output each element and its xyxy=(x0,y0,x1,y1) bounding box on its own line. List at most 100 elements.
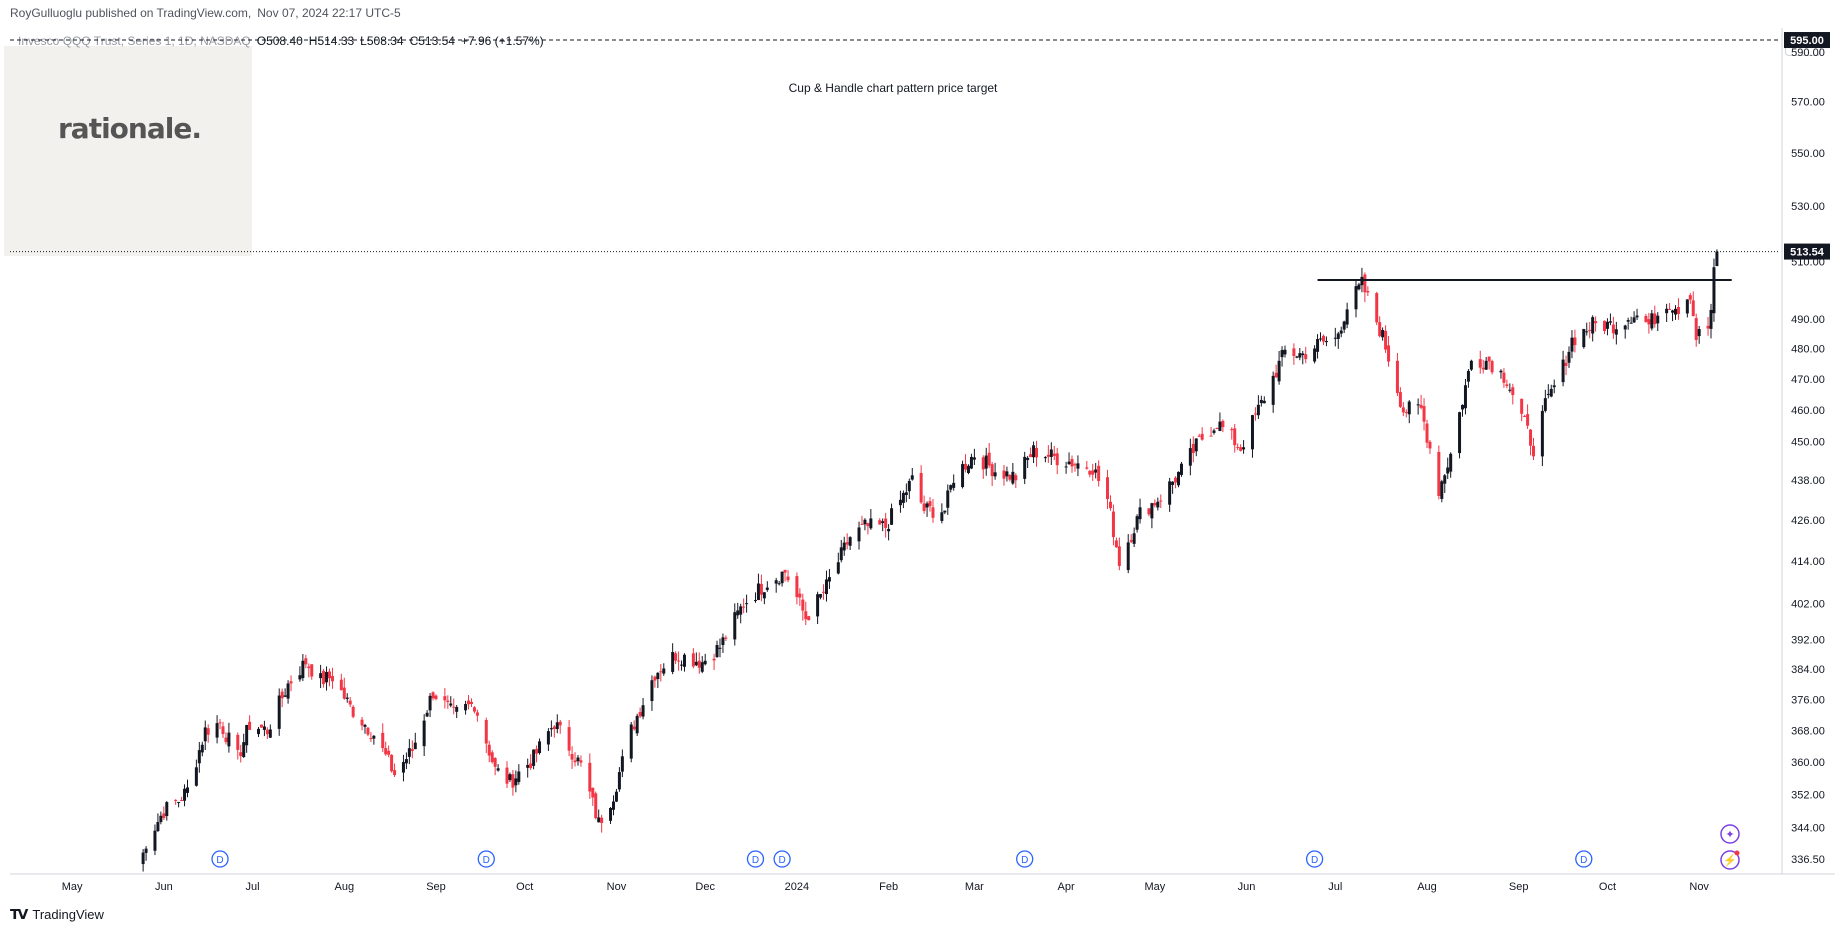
candle xyxy=(848,536,852,550)
candle xyxy=(677,651,681,671)
candle xyxy=(1259,395,1263,407)
candle xyxy=(1511,383,1515,405)
candle xyxy=(759,574,763,602)
price-tick-label: 402.00 xyxy=(1791,598,1825,610)
candle xyxy=(289,675,293,692)
candle xyxy=(1236,443,1240,451)
side-widgets[interactable]: ✦ ⚡ xyxy=(1720,824,1740,870)
candle xyxy=(632,720,636,731)
candle xyxy=(1191,436,1195,463)
candle xyxy=(1508,383,1512,393)
candle xyxy=(381,723,385,753)
price-chart[interactable]: 595.00 513.54 590.00 570.00 550.00 530.00 510… xyxy=(0,0,1835,900)
candle xyxy=(1416,398,1420,415)
time-tick-label: Aug xyxy=(1417,881,1437,893)
alerts-icon[interactable] xyxy=(1720,850,1740,870)
dividend-marker[interactable]: D xyxy=(1016,850,1034,868)
candle xyxy=(304,654,308,669)
candle xyxy=(1614,321,1618,345)
candle xyxy=(493,757,497,776)
candle xyxy=(972,448,976,465)
dividend-marker[interactable]: D xyxy=(1575,850,1593,868)
candle xyxy=(369,732,373,743)
candle xyxy=(1212,428,1216,435)
candle xyxy=(535,745,539,763)
dividend-marker[interactable]: D xyxy=(477,850,495,868)
candle xyxy=(609,807,613,825)
candle xyxy=(345,693,349,703)
open-value: O508.40 xyxy=(256,34,303,48)
candle xyxy=(993,462,997,480)
candle xyxy=(1029,447,1033,458)
candle xyxy=(526,758,530,778)
dividend-marker[interactable]: D xyxy=(746,850,765,868)
candle xyxy=(1366,286,1370,297)
candle xyxy=(801,593,805,621)
candle xyxy=(1688,292,1692,304)
candle xyxy=(869,509,873,530)
candle xyxy=(1570,330,1574,359)
symbol-name[interactable]: Invesco QQQ Trust, Series 1, 1D, NASDAQ xyxy=(18,34,251,48)
candle xyxy=(798,588,802,606)
candle xyxy=(1478,350,1482,374)
candle xyxy=(1623,324,1627,339)
candle xyxy=(156,813,160,833)
close-value: C513.54 xyxy=(409,34,455,48)
ai-assistant-icon[interactable] xyxy=(1720,824,1740,844)
price-tick-label: 510.00 xyxy=(1791,257,1825,269)
price-tick-label: 368.00 xyxy=(1791,725,1825,737)
candle xyxy=(1174,476,1178,489)
candle xyxy=(656,672,660,688)
candle xyxy=(206,724,210,743)
candle xyxy=(1313,345,1317,364)
candle xyxy=(221,721,225,738)
dividend-marker[interactable]: D xyxy=(773,850,791,868)
price-tick-label: 590.00 xyxy=(1791,47,1825,59)
rationale-logo: rationale. xyxy=(58,112,202,145)
dividend-marker[interactable]: D xyxy=(1305,850,1324,868)
candle xyxy=(1715,249,1719,267)
candle xyxy=(1043,456,1047,463)
candle xyxy=(1301,350,1305,365)
candle xyxy=(555,714,559,734)
candle xyxy=(614,788,618,803)
candle xyxy=(1055,447,1059,475)
candle xyxy=(567,720,571,757)
candle xyxy=(546,728,550,751)
candle xyxy=(1443,474,1447,493)
candle xyxy=(372,735,376,745)
alerts-notification-dot xyxy=(1734,850,1740,856)
candle xyxy=(898,490,902,513)
candle xyxy=(1487,356,1491,370)
candle xyxy=(384,741,388,756)
candle xyxy=(742,598,746,614)
candle xyxy=(1339,326,1343,338)
time-tick-label: Sep xyxy=(426,881,446,893)
candle xyxy=(413,732,417,750)
candle xyxy=(183,784,187,807)
candle xyxy=(1233,423,1237,453)
candle xyxy=(1274,364,1278,379)
price-tick-label: 480.00 xyxy=(1791,344,1825,356)
candle xyxy=(694,652,698,667)
candle xyxy=(277,688,281,736)
candle xyxy=(1529,428,1533,456)
candle xyxy=(1552,379,1556,394)
candle xyxy=(1049,442,1053,465)
candle xyxy=(1469,359,1473,371)
price-axis[interactable]: 590.00 570.00 550.00 530.00 510.00 490.00 480.… xyxy=(1791,47,1825,866)
low-value: L508.34 xyxy=(360,34,404,48)
candle xyxy=(617,767,621,792)
last-price-label-bg xyxy=(1784,243,1830,260)
candle xyxy=(475,709,479,722)
candle xyxy=(327,668,331,687)
candle xyxy=(366,727,370,737)
candle xyxy=(597,809,601,823)
candle xyxy=(472,706,476,714)
dividend-marker[interactable]: D xyxy=(211,850,229,868)
time-axis[interactable]: May Jun Jul Aug Sep Oct Nov Dec 2024 Feb Mar Apr May… xyxy=(62,881,1710,893)
candle xyxy=(588,753,592,799)
candle xyxy=(990,461,994,487)
candle xyxy=(552,725,556,738)
candle xyxy=(1378,316,1382,338)
